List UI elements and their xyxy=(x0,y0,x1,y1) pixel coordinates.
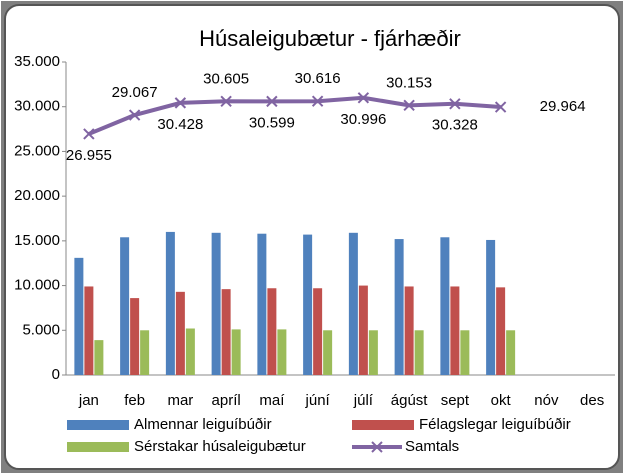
data-label: 30.996 xyxy=(340,111,386,128)
line-marker xyxy=(83,128,95,140)
y-tick-label: 10.000 xyxy=(14,277,60,294)
bar xyxy=(313,288,323,375)
x-tick-label: okt xyxy=(491,392,512,409)
data-label: 30.428 xyxy=(157,116,203,133)
bar xyxy=(460,330,470,375)
bar xyxy=(486,239,496,375)
bar xyxy=(496,287,506,375)
line-marker xyxy=(220,95,232,108)
bar xyxy=(221,289,231,375)
bar xyxy=(506,330,516,375)
bar xyxy=(185,328,195,375)
x-tick-label: apríl xyxy=(212,392,241,409)
y-tick-label: 0 xyxy=(52,366,60,383)
y-tick-label: 25.000 xyxy=(14,142,60,159)
bar xyxy=(211,232,221,375)
line-marker xyxy=(266,95,278,108)
line-series xyxy=(88,95,501,136)
y-tick-label: 20.000 xyxy=(14,187,60,204)
legend-label: Almennar leiguíbúðir xyxy=(134,416,272,433)
bar xyxy=(440,237,450,375)
legend-marker xyxy=(371,441,383,453)
chart-title: Húsaleigubætur - fjárhæðir xyxy=(199,26,461,51)
y-tick-label: 35.000 xyxy=(14,53,60,70)
x-tick-label: mar xyxy=(167,392,193,409)
bar xyxy=(130,298,140,375)
y-tick-label: 15.000 xyxy=(14,232,60,249)
data-label: 30.605 xyxy=(203,70,249,87)
bar xyxy=(165,231,175,375)
x-tick-label: nóv xyxy=(534,392,559,409)
data-label: 29.067 xyxy=(112,84,158,101)
legend-swatch xyxy=(352,420,414,430)
data-label: 30.328 xyxy=(432,117,478,134)
bar xyxy=(303,234,313,375)
bar xyxy=(368,330,378,375)
data-label: 29.964 xyxy=(540,98,586,115)
x-tick-label: ágúst xyxy=(391,392,429,409)
data-label: 30.616 xyxy=(295,70,341,87)
line-marker xyxy=(311,95,324,107)
line-marker xyxy=(403,99,415,112)
bar xyxy=(348,232,358,375)
legend-label: Félagslegar leiguíbúðir xyxy=(419,416,571,433)
bar xyxy=(140,330,150,375)
data-label: 26.955 xyxy=(66,147,112,164)
bar xyxy=(94,340,104,375)
line-marker xyxy=(174,97,187,109)
legend-label: Samtals xyxy=(405,438,459,455)
x-tick-label: maí xyxy=(259,392,285,409)
y-tick-label: 30.000 xyxy=(14,98,60,115)
bar xyxy=(414,330,424,375)
bar xyxy=(74,257,84,375)
bar xyxy=(267,288,277,375)
legend-swatch xyxy=(67,442,129,452)
bar xyxy=(404,286,414,375)
x-tick-label: sept xyxy=(441,392,470,409)
bar xyxy=(257,233,267,375)
bar xyxy=(450,286,460,375)
bar xyxy=(120,237,130,375)
line-marker xyxy=(128,109,141,121)
x-tick-label: júlí xyxy=(353,392,374,409)
x-tick-label: jan xyxy=(78,392,99,409)
line-marker xyxy=(494,101,507,113)
bar xyxy=(323,330,333,375)
y-tick-label: 5.000 xyxy=(22,321,60,338)
legend-label: Sérstakar húsaleigubætur xyxy=(134,438,306,455)
data-label: 30.599 xyxy=(249,114,295,131)
bar xyxy=(84,286,94,375)
x-tick-label: júní xyxy=(305,392,331,409)
data-label: 30.153 xyxy=(386,74,432,91)
bar xyxy=(277,329,287,375)
x-tick-label: des xyxy=(580,392,604,409)
bar xyxy=(231,329,241,375)
legend-swatch xyxy=(67,420,129,430)
bar xyxy=(358,285,368,375)
bar xyxy=(175,291,185,375)
line-marker xyxy=(357,92,370,104)
line-marker xyxy=(449,98,461,110)
x-tick-label: feb xyxy=(124,392,145,409)
bar xyxy=(394,239,404,375)
